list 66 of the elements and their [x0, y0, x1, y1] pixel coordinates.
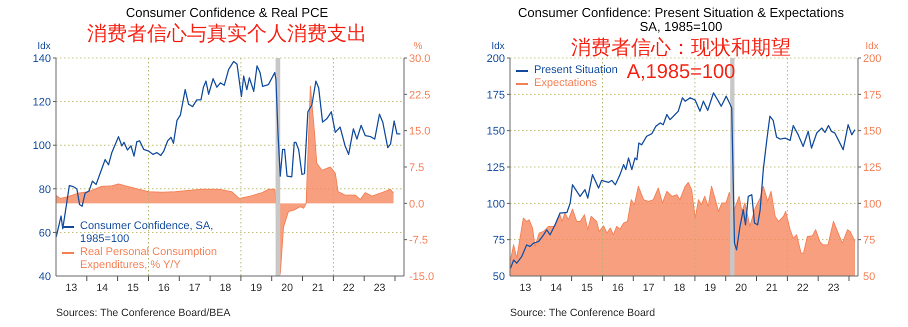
y2-axis-title: %: [414, 41, 423, 52]
y-tick-label: 60: [38, 227, 51, 240]
legend-label: Expectations: [534, 77, 597, 90]
y-tick-label: 80: [38, 184, 51, 196]
y-tick-label: 200: [486, 53, 505, 65]
y-tick-label: 140: [32, 53, 51, 65]
source-note: Sources: The Conference Board/BEA: [56, 307, 230, 319]
x-tick-label: 23: [828, 282, 840, 294]
y-tick-label: 125: [486, 162, 505, 174]
y-tick-label: 100: [32, 140, 51, 152]
y-tick-label: 120: [32, 96, 51, 109]
x-tick-label: 22: [342, 282, 355, 294]
y2-tick-label: 22.5: [409, 89, 430, 102]
x-tick-label: 14: [96, 282, 108, 294]
annotation: 消费者信心：现状和期望: [571, 37, 791, 59]
chart-title: Consumer Confidence & Real PCE: [126, 5, 328, 20]
y-tick-label: 40: [38, 271, 51, 283]
x-tick-label: 17: [188, 282, 201, 294]
y2-tick-label: 7.5: [409, 162, 424, 174]
y2-tick-label: -15.0: [409, 271, 434, 283]
x-tick-label: 14: [550, 282, 562, 294]
x-tick-label: 16: [612, 282, 624, 294]
x-tick-label: 18: [674, 282, 686, 294]
x-tick-label: 13: [66, 282, 78, 294]
chart-title: Consumer Confidence: Present Situation & Expectations: [518, 5, 844, 20]
y2-axis-title: Idx: [865, 41, 879, 52]
x-tick-label: 23: [374, 282, 386, 294]
x-tick-label: 20: [735, 282, 748, 294]
y-tick-label: 100: [486, 198, 505, 210]
y2-tick-label: 50: [863, 271, 876, 283]
y2-tick-label: 150: [863, 126, 882, 138]
legend-label: Consumer Confidence, SA, 1985=100: [80, 220, 214, 246]
y2-tick-label: 200: [863, 53, 882, 65]
line-series: [510, 92, 856, 269]
y2-tick-label: 75: [863, 234, 876, 247]
y-tick-label: 75: [492, 234, 505, 247]
y-tick-label: 175: [486, 89, 505, 102]
chart-subtitle: SA, 1985=100: [640, 19, 722, 34]
legend-label: Present Situation: [534, 64, 618, 77]
y2-tick-label: 100: [863, 198, 882, 210]
x-tick-label: 21: [766, 282, 778, 294]
x-tick-label: 13: [520, 282, 532, 294]
y2-tick-label: 15.0: [409, 126, 430, 138]
x-tick-label: 20: [281, 282, 294, 294]
x-tick-label: 15: [581, 282, 593, 294]
y-axis-title: Idx: [491, 41, 505, 52]
y2-tick-label: 30.0: [409, 53, 430, 65]
annotation: A,1985=100: [626, 61, 736, 83]
legend-label: Real Personal Consumption Expenditures, % Y/Y: [80, 246, 218, 272]
x-tick-label: 19: [704, 282, 716, 294]
x-tick-label: 16: [158, 282, 170, 294]
x-tick-label: 19: [250, 282, 262, 294]
y2-tick-label: -7.5: [409, 234, 428, 247]
x-tick-label: 18: [220, 282, 232, 294]
text: 消费者信心与真实个人消费支出: [87, 23, 367, 45]
y-axis-title: Idx: [37, 41, 51, 52]
x-tick-label: 15: [127, 282, 139, 294]
y2-tick-label: 175: [863, 89, 882, 102]
x-tick-label: 22: [796, 282, 809, 294]
source-note: Source: The Conference Board: [510, 307, 656, 319]
y-tick-label: 150: [486, 126, 505, 138]
x-tick-label: 17: [642, 282, 655, 294]
y2-tick-label: 125: [863, 162, 882, 174]
y2-tick-label: 0.0: [409, 198, 424, 210]
x-tick-label: 21: [312, 282, 324, 294]
y-tick-label: 50: [492, 271, 505, 283]
